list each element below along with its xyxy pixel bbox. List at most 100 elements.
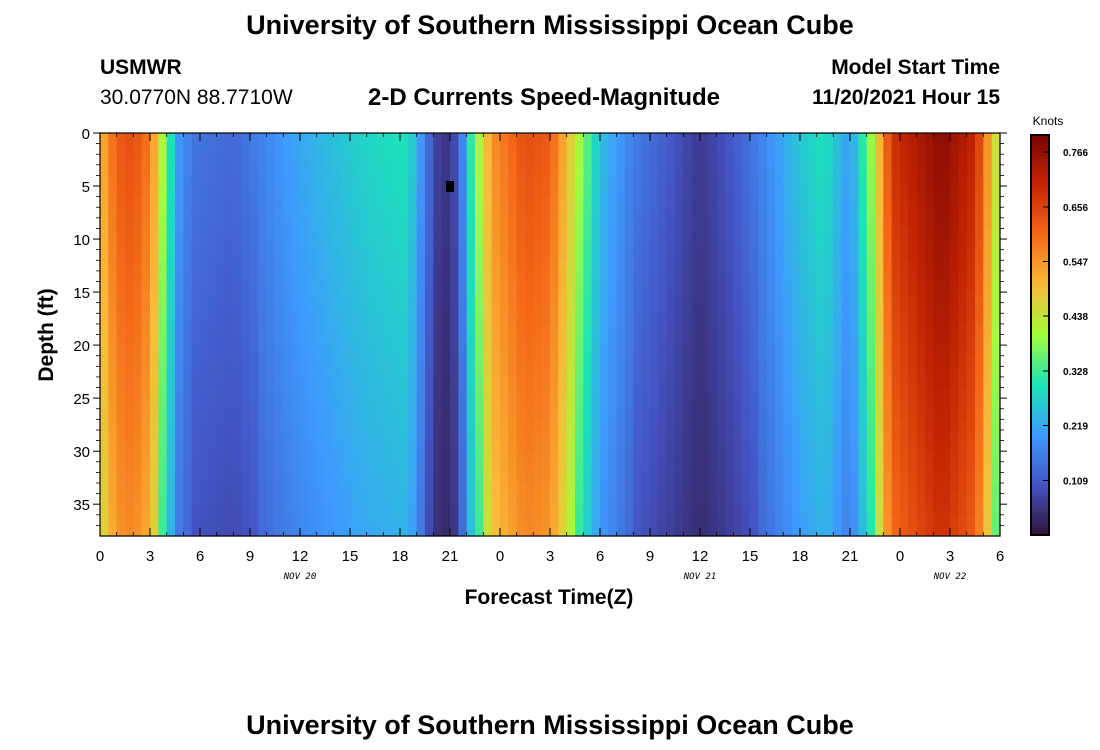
heatmap-cell [133,133,143,145]
heatmap-cell [850,196,859,208]
heatmap-cell [583,186,593,198]
heatmap-cell [333,451,343,463]
heatmap-cell [866,429,876,442]
heatmap-cell [641,440,651,452]
heatmap-cell [416,143,426,155]
heatmap-cell [225,525,234,537]
heatmap-cell [858,366,868,378]
heatmap-cell [800,281,809,293]
heatmap-cell [425,419,434,431]
heatmap-cell [583,376,593,389]
heatmap-cell [258,164,268,177]
heatmap-cell [991,260,1001,272]
heatmap-cell [875,334,884,346]
heatmap-cell [791,302,801,314]
heatmap-cell [350,217,359,230]
heatmap-cell [758,239,768,251]
heatmap-cell [150,313,159,325]
heatmap-cell [975,514,984,526]
heatmap-cell [466,376,476,389]
heatmap-cell [300,493,309,505]
heatmap-cell [550,334,559,346]
heatmap-cell [975,472,984,484]
heatmap-cell [691,260,701,272]
heatmap-cell [533,239,543,251]
heatmap-cell [183,196,193,208]
heatmap-cell [950,313,959,325]
heatmap-cell [150,472,159,484]
heatmap-cell [200,239,209,251]
heatmap-cell [708,345,718,357]
heatmap-cell [875,217,884,230]
heatmap-cell [941,143,951,155]
heatmap-cell [908,217,918,230]
heatmap-cell [366,472,376,484]
heatmap-cell [358,186,368,198]
heatmap-cell [800,323,809,336]
heatmap-cell [175,493,184,505]
heatmap-cell [966,270,976,283]
colorbar-tick-label: 0.547 [1063,258,1088,269]
heatmap-cell [658,429,668,442]
heatmap-cell [350,154,359,166]
heatmap-cell [725,196,734,208]
heatmap-cell [641,334,651,346]
heatmap-cell [333,376,343,389]
heatmap-cell [700,461,709,473]
heatmap-cell [283,207,293,219]
heatmap-cell [208,133,218,145]
heatmap-cell [500,270,509,283]
heatmap-cell [533,493,543,505]
heatmap-cell [625,207,634,219]
heatmap-cell [491,376,501,389]
heatmap-cell [741,323,751,336]
heatmap-cell [408,440,418,452]
heatmap-cell [608,514,618,526]
heatmap-cell [466,186,476,198]
heatmap-cell [833,270,843,283]
heatmap-cell [741,504,751,516]
heatmap-cell [725,493,734,505]
heatmap-cell [400,270,409,283]
heatmap-cell [925,366,934,378]
heatmap-cell [516,239,526,251]
heatmap-cell [816,239,826,251]
heatmap-cell [316,514,326,526]
heatmap-cell [566,302,576,314]
heatmap-cell [466,249,476,261]
heatmap-cell [441,249,451,261]
heatmap-cell [575,493,584,505]
heatmap-cell [158,408,168,420]
heatmap-cell [366,440,376,452]
heatmap-cell [175,472,184,484]
heatmap-cell [741,451,751,463]
heatmap-cell [841,217,851,230]
heatmap-cell [950,143,959,155]
heatmap-cell [233,175,243,187]
heatmap-cell [675,133,684,145]
heatmap-cell [741,345,751,357]
heatmap-cell [583,504,593,516]
heatmap-cell [841,302,851,314]
heatmap-cell [583,239,593,251]
heatmap-cell [200,133,209,145]
heatmap-cell [566,366,576,378]
heatmap-cell [791,345,801,357]
heatmap-cell [283,461,293,473]
heatmap-cell [200,408,209,420]
heatmap-cell [625,514,634,526]
heatmap-cell [191,366,201,378]
heatmap-cell [925,461,934,473]
heatmap-cell [858,154,868,166]
heatmap-cell [350,482,359,495]
heatmap-cell [616,281,626,293]
heatmap-cell [675,292,684,304]
heatmap-cell [916,525,926,537]
heatmap-cell [783,493,793,505]
heatmap-cell [641,482,651,495]
heatmap-cell [341,398,351,410]
heatmap-cell [933,525,943,537]
heatmap-cell [758,408,768,420]
heatmap-cell [741,461,751,473]
heatmap-cell [891,196,901,208]
